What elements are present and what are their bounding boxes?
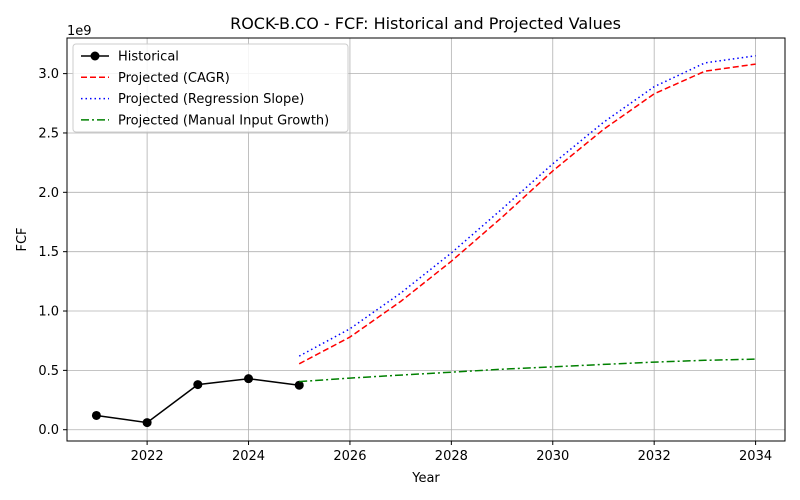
x-axis-ticks: 2022 2024 2026 2028 2030 2032 2034 [131, 441, 772, 464]
legend-marker [90, 51, 100, 61]
legend-label-0: Historical [118, 50, 179, 65]
y-tick-label: 3.0 [38, 67, 59, 82]
y-axis-title: FCF [15, 227, 30, 251]
x-tick-label: 2032 [638, 449, 671, 464]
x-tick-label: 2022 [131, 449, 164, 464]
chart-title: ROCK-B.CO - FCF: Historical and Projecte… [230, 14, 621, 33]
y-tick-label: 2.0 [38, 186, 59, 201]
legend-label-3: Projected (Manual Input Growth) [118, 113, 329, 128]
x-tick-label: 2026 [333, 449, 366, 464]
y-tick-label: 2.5 [38, 126, 59, 141]
series-line-3 [299, 358, 756, 383]
data-point [142, 418, 152, 428]
y-tick-label: 0.5 [38, 364, 59, 379]
legend-box [72, 43, 349, 133]
data-point [294, 380, 304, 390]
data-point [91, 410, 101, 420]
legend: Historical Projected (CAGR) Projected (Reg… [72, 43, 349, 133]
legend-label-1: Projected (CAGR) [118, 71, 230, 86]
x-tick-label: 2024 [232, 449, 265, 464]
y-tick-label: 0.0 [38, 423, 59, 438]
x-tick-label: 2028 [435, 449, 468, 464]
y-axis-ticks: 0.0 0.5 1.0 1.5 2.0 2.5 3.0 [38, 67, 67, 438]
data-point [244, 374, 254, 384]
y-offset-label: 1e9 [67, 24, 92, 39]
series-group [91, 55, 756, 428]
grid [67, 38, 785, 441]
y-tick-label: 1.0 [38, 305, 59, 320]
x-tick-label: 2030 [536, 449, 569, 464]
plot-frame [66, 37, 786, 442]
x-tick-label: 2034 [739, 449, 772, 464]
data-point [193, 380, 203, 390]
x-axis-title: Year [411, 471, 440, 486]
y-tick-label: 1.5 [38, 245, 59, 260]
legend-label-2: Projected (Regression Slope) [118, 92, 304, 107]
